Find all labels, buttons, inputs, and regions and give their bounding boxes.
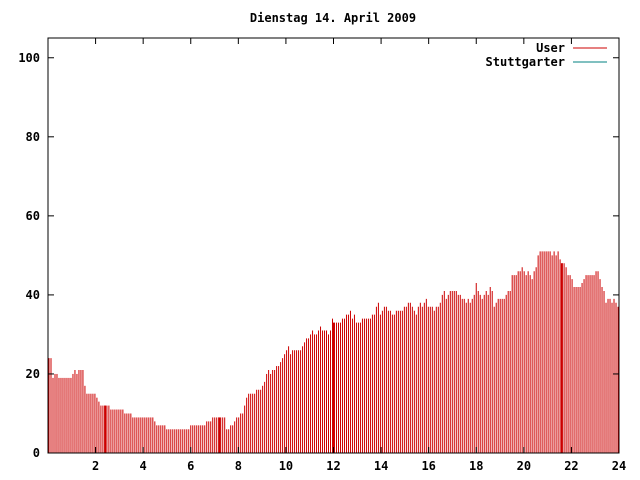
x-tick-label: 16 (421, 459, 435, 473)
legend: User Stuttgarter (486, 41, 607, 69)
y-tick-label: 80 (26, 130, 40, 144)
x-tick-label: 12 (326, 459, 340, 473)
legend-label-user: User (536, 41, 565, 55)
x-tick-label: 4 (140, 459, 147, 473)
x-tick-label: 6 (187, 459, 194, 473)
x-tick-label: 10 (279, 459, 293, 473)
y-tick-label: 100 (18, 51, 40, 65)
x-tick-label: 2 (92, 459, 99, 473)
y-tick-label: 60 (26, 209, 40, 223)
x-tick-label: 18 (469, 459, 483, 473)
chart-title: Dienstag 14. April 2009 (250, 11, 416, 25)
legend-label-stuttgarter: Stuttgarter (486, 55, 565, 69)
y-tick-label: 20 (26, 367, 40, 381)
y-tick-label: 40 (26, 288, 40, 302)
bars-layer (48, 251, 619, 453)
x-tick-label: 14 (374, 459, 388, 473)
x-tick-label: 22 (564, 459, 578, 473)
x-tick-label: 20 (517, 459, 531, 473)
x-tick-label: 8 (235, 459, 242, 473)
x-tick-label: 24 (612, 459, 626, 473)
y-tick-label: 0 (33, 446, 40, 460)
